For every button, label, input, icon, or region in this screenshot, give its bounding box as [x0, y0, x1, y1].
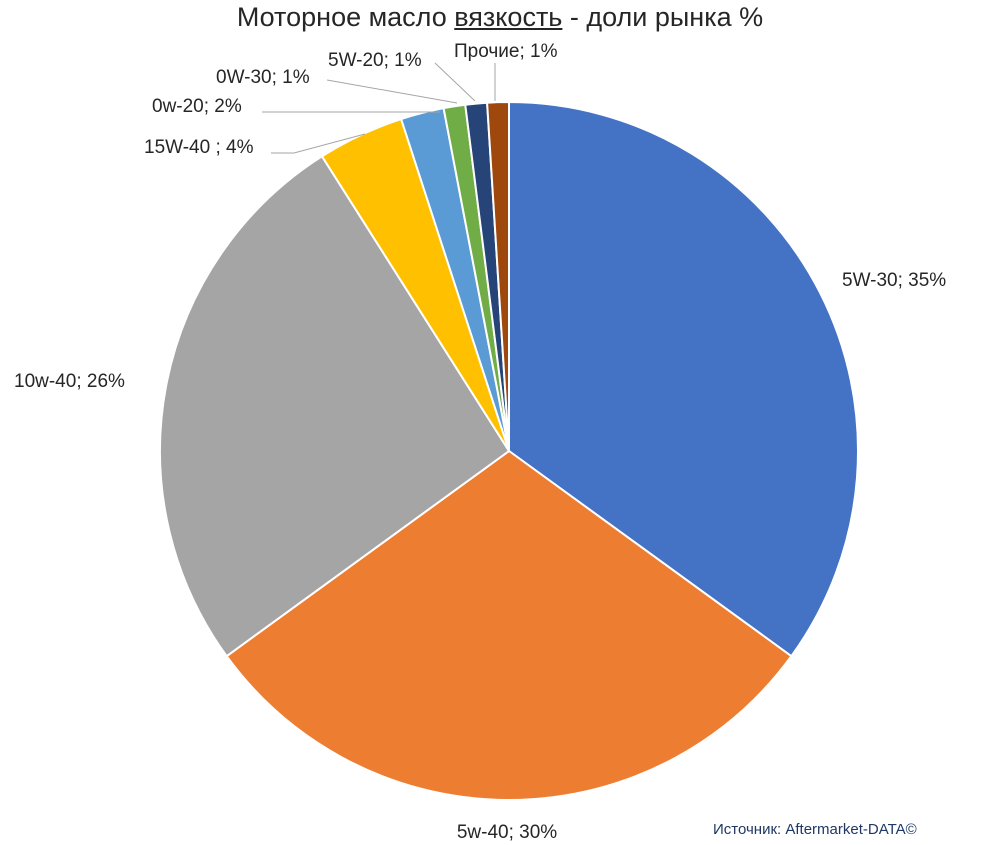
leader-line — [434, 62, 476, 102]
slice-label: 5W-20; 1% — [328, 50, 422, 71]
source-note: Источник: Aftermarket-DATA© — [713, 821, 917, 838]
pie-slice-5w-40 — [225, 450, 793, 801]
chart-title-emphasis: вязкость — [454, 2, 563, 32]
leader-line — [326, 79, 458, 104]
slice-label: 5w-40; 30% — [457, 822, 557, 843]
leader-lines — [262, 62, 496, 154]
slice-label: 15W-40 ; 4% — [144, 137, 254, 158]
slice-label: 5W-30; 35% — [842, 270, 946, 291]
slice-label: 0W-30; 1% — [216, 67, 310, 88]
chart-title: Моторное масло вязкость - доли рынка % — [0, 0, 1000, 34]
slice-label: 10w-40; 26% — [14, 371, 125, 392]
leader-line — [271, 133, 366, 154]
pie-slice-5w-30 — [508, 101, 859, 658]
chart-title-suffix: - доли рынка % — [562, 2, 764, 32]
slice-label: Прочие; 1% — [454, 41, 558, 62]
pie-slices — [159, 101, 859, 801]
pie-slice-прочие — [486, 101, 510, 452]
pie-slice-10w-40 — [159, 155, 510, 658]
slice-labels: 5W-30; 35% 5w-40; 30% 10w-40; 26% 15W-40 ; … — [14, 41, 946, 843]
slice-label: 0w-20; 2% — [152, 96, 242, 117]
chart-title-prefix: Моторное масло — [236, 2, 455, 32]
